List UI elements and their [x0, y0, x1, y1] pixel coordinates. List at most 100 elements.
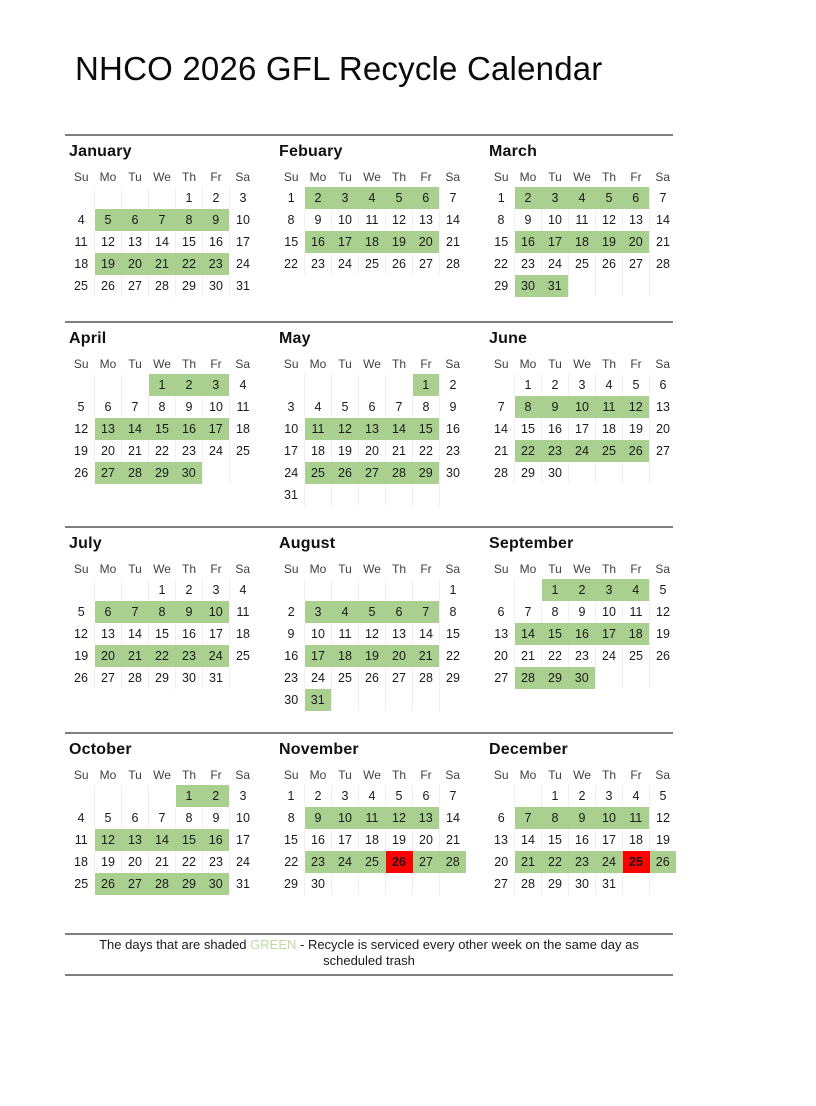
- day-cell: 21: [385, 440, 413, 462]
- day-cell: 10: [284, 422, 299, 436]
- day-cell: 19: [331, 440, 359, 462]
- calendar-grid: January Su Mo Tu We Th Fr Sa 1 2 3 4 5 6 7 8 9 10 11 12 13 14…: [65, 134, 676, 933]
- month-band: April Su Mo Tu We Th Fr Sa 1 2 3 4 5 6 7 8 9 10 11 12 13 14 15…: [65, 321, 676, 526]
- day-cell: 11: [568, 209, 596, 231]
- day-cell: 5: [649, 785, 676, 807]
- recycle-day-cell: 29: [175, 873, 203, 895]
- day-cell: 5: [622, 374, 650, 396]
- day-cell: 24: [304, 667, 332, 689]
- weekday-header: Mo: [519, 169, 537, 184]
- day-cell: 7: [121, 396, 149, 418]
- day-cell: 24: [229, 851, 256, 873]
- day-cell: 20: [494, 855, 509, 869]
- recycle-day-cell: 11: [622, 807, 650, 829]
- day-cell: 18: [74, 257, 89, 271]
- weekday-header: Mo: [519, 767, 537, 782]
- recycle-day-cell: 10: [331, 807, 359, 829]
- day-cell: 8: [439, 601, 466, 623]
- empty-cell: [278, 374, 305, 396]
- day-cell: 11: [229, 601, 256, 623]
- recycle-day-cell: 5: [358, 601, 386, 623]
- month-title: Febuary: [279, 143, 343, 160]
- day-cell: 28: [148, 275, 176, 297]
- day-cell: 5: [94, 807, 122, 829]
- day-cell: 27: [494, 877, 508, 891]
- day-cell: 30: [439, 462, 466, 484]
- day-cell: 3: [229, 187, 256, 209]
- empty-cell: [148, 187, 176, 209]
- weekday-header: Fr: [420, 561, 432, 576]
- day-cell: 13: [494, 833, 508, 847]
- day-cell: 24: [284, 466, 299, 480]
- recycle-day-cell: 17: [541, 231, 569, 253]
- legend-text-pre: The days that are shaded: [99, 937, 251, 952]
- day-cell: 19: [74, 444, 88, 458]
- recycle-day-cell: 3: [304, 601, 332, 623]
- empty-cell: [385, 873, 413, 895]
- empty-cell: [622, 873, 650, 895]
- month-day-grid: Su Mo Tu We Th Fr Sa 1 2 3 4 5 6 7 8 9 10 11 12 13 14 15 16 17 1…: [68, 353, 256, 484]
- day-cell: 6: [358, 396, 386, 418]
- weekday-header: Th: [601, 169, 616, 184]
- recycle-day-cell: 23: [541, 440, 569, 462]
- recycle-day-cell: 1: [412, 374, 440, 396]
- recycle-day-cell: 31: [541, 275, 569, 297]
- weekday-header: Tu: [128, 767, 142, 782]
- weekday-header: Tu: [548, 767, 562, 782]
- day-cell: 8: [287, 811, 295, 825]
- recycle-day-cell: 3: [202, 374, 230, 396]
- recycle-day-cell: 19: [595, 231, 623, 253]
- day-cell: 2: [304, 785, 332, 807]
- day-cell: 23: [202, 851, 230, 873]
- weekday-header: We: [363, 767, 381, 782]
- recycle-day-cell: 8: [148, 601, 176, 623]
- month-title: July: [69, 535, 102, 552]
- day-cell: 26: [595, 253, 623, 275]
- recycle-day-cell: 2: [514, 187, 542, 209]
- recycle-day-cell: 3: [595, 579, 623, 601]
- day-cell: 31: [229, 275, 256, 297]
- month-title: January: [69, 143, 132, 160]
- day-cell: 10: [229, 807, 256, 829]
- recycle-day-cell: 5: [94, 209, 122, 231]
- day-cell: 12: [385, 209, 413, 231]
- day-cell: 11: [358, 209, 386, 231]
- recycle-day-cell: 10: [568, 396, 596, 418]
- day-cell: 17: [202, 623, 230, 645]
- day-cell: 9: [304, 209, 332, 231]
- recycle-day-cell: 25: [304, 462, 332, 484]
- empty-cell: [488, 785, 515, 807]
- day-cell: 30: [304, 873, 332, 895]
- day-cell: 7: [649, 187, 676, 209]
- day-cell: 27: [494, 671, 509, 685]
- day-cell: 30: [202, 275, 230, 297]
- empty-cell: [229, 667, 256, 689]
- day-cell: 13: [94, 623, 122, 645]
- recycle-day-cell: 2: [568, 579, 596, 601]
- day-cell: 14: [148, 231, 176, 253]
- day-cell: 30: [284, 693, 299, 707]
- empty-cell: [439, 689, 466, 711]
- recycle-day-cell: 24: [568, 440, 596, 462]
- day-cell: 22: [175, 851, 203, 873]
- day-cell: 17: [229, 231, 256, 253]
- day-cell: 24: [202, 440, 230, 462]
- recycle-day-cell: 8: [514, 396, 542, 418]
- recycle-day-cell: 28: [385, 462, 413, 484]
- empty-cell: [94, 785, 122, 807]
- day-cell: 4: [77, 213, 85, 227]
- recycle-day-cell: 25: [358, 851, 386, 873]
- recycle-day-cell: 12: [94, 829, 122, 851]
- recycle-day-cell: 22: [148, 645, 176, 667]
- empty-cell: [649, 462, 676, 484]
- recycle-day-cell: 21: [121, 645, 149, 667]
- recycle-day-cell: 30: [568, 667, 596, 689]
- recycle-day-cell: 7: [148, 209, 176, 231]
- weekday-header: Su: [73, 767, 89, 782]
- day-cell: 5: [77, 605, 85, 619]
- recycle-day-cell: 22: [514, 440, 542, 462]
- weekday-header: Th: [181, 767, 196, 782]
- recycle-day-cell: 4: [331, 601, 359, 623]
- day-cell: 3: [568, 374, 596, 396]
- empty-cell: [595, 275, 623, 297]
